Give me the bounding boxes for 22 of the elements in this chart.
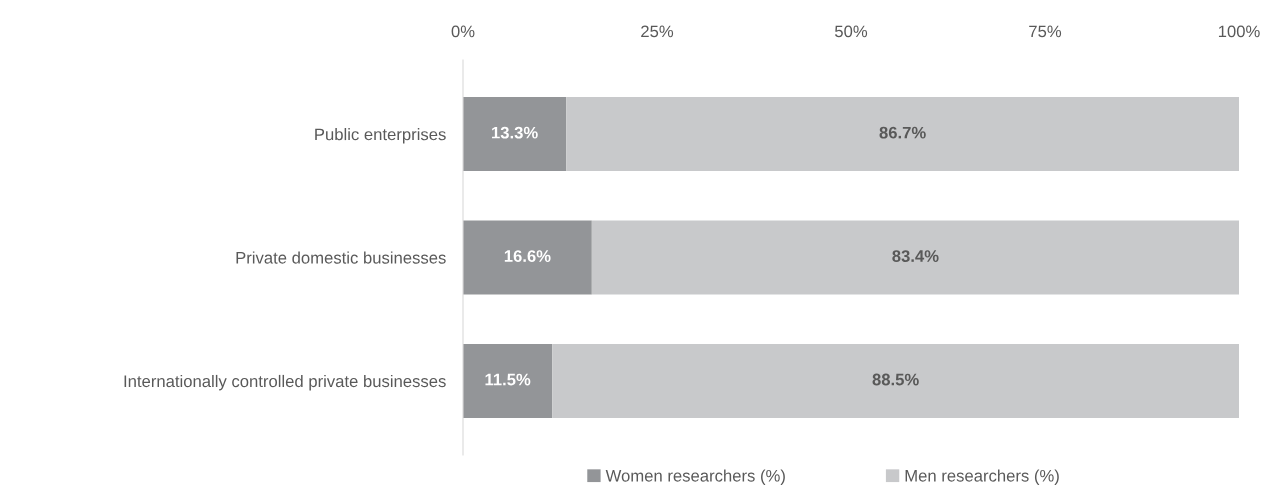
bar — [591, 220, 1239, 295]
data-label: 11.5% — [485, 373, 531, 386]
data-label: 83.4% — [892, 250, 939, 262]
data-label: 88.5% — [872, 373, 919, 386]
data-label: 13.3% — [492, 126, 538, 139]
bar — [463, 97, 567, 172]
bar — [566, 97, 1239, 172]
y-tick-label: Private domestic businesses — [236, 251, 446, 264]
y-tick-label: Public enterprises — [315, 128, 446, 144]
legend-label: Women researchers (%) — [605, 469, 785, 485]
x-tick-label: 100% — [1218, 25, 1260, 38]
y-tick-label: Internationally controlled private businesses — [124, 374, 446, 391]
bar — [463, 343, 553, 418]
x-tick-label: 50% — [834, 25, 868, 38]
bar — [552, 343, 1239, 418]
x-tick-label: 0% — [451, 25, 475, 38]
legend-label: Men researchers (%) — [905, 469, 1059, 485]
x-tick-label: 25% — [641, 25, 674, 38]
x-tick-label: 75% — [1029, 25, 1062, 38]
bar — [463, 220, 592, 295]
data-label: 86.7% — [879, 126, 926, 139]
data-label: 16.6% — [504, 250, 551, 262]
